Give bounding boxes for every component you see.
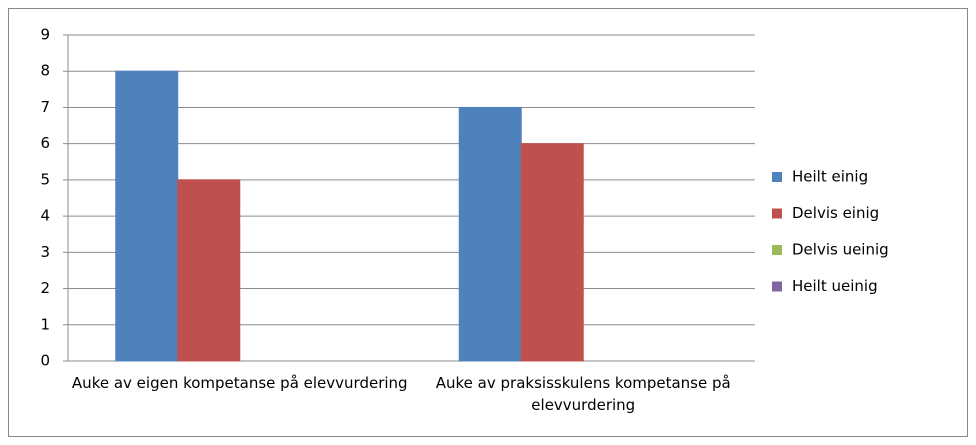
bar xyxy=(177,179,241,362)
legend-label: Heilt ueinig xyxy=(792,277,878,295)
legend-swatch xyxy=(772,208,782,219)
x-tick-label: Auke av praksisskulens kompetanse på ele… xyxy=(435,374,731,414)
bar xyxy=(520,143,584,362)
bar xyxy=(115,70,179,362)
legend-swatch xyxy=(772,245,782,255)
y-tick-label: 0 xyxy=(40,352,50,370)
legend-swatch xyxy=(772,281,782,292)
y-tick-label: 3 xyxy=(40,243,50,261)
legend-label: Delvis einig xyxy=(792,204,879,222)
y-tick-label: 2 xyxy=(40,279,50,297)
legend-label: Delvis ueinig xyxy=(792,241,889,259)
y-tick-label: 7 xyxy=(40,98,50,116)
y-tick-label: 8 xyxy=(40,62,50,80)
legend-label: Heilt einig xyxy=(792,168,868,186)
bar xyxy=(458,106,522,362)
x-tick-label: Auke av eigen kompetanse på elevvurderin… xyxy=(71,374,408,392)
y-tick-label: 6 xyxy=(40,134,50,152)
y-tick-label: 1 xyxy=(40,315,50,333)
legend-swatch xyxy=(772,172,782,182)
y-tick-label: 4 xyxy=(40,207,50,225)
y-tick-label: 9 xyxy=(40,26,50,44)
y-tick-label: 5 xyxy=(40,170,50,188)
